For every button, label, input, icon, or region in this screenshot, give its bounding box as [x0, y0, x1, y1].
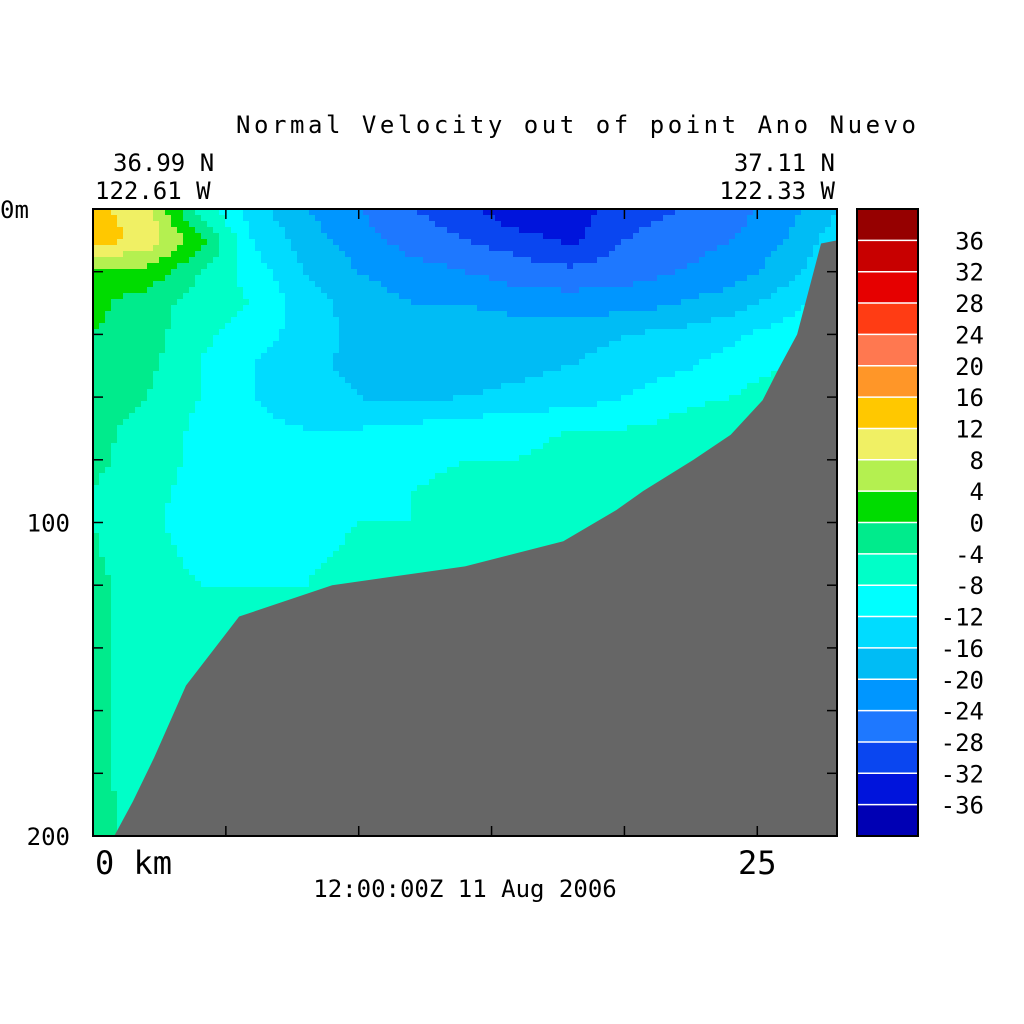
colorbar-label: 0: [970, 510, 984, 538]
y-tick-label: 100: [27, 510, 70, 538]
colorbar-swatch: [857, 616, 918, 649]
colorbar-swatch: [857, 585, 918, 618]
right-lat-label: 37.11 N: [734, 149, 835, 177]
y-tick-label: 200: [27, 823, 70, 851]
colorbar-label: 24: [955, 321, 984, 349]
left-lat-label: 36.99 N: [113, 149, 214, 177]
colorbar-swatch: [857, 710, 918, 743]
colorbar-swatch: [857, 209, 918, 241]
colorbar-swatch: [857, 459, 918, 492]
colorbar-swatch: [857, 491, 918, 523]
colorbar-label: -20: [941, 666, 984, 694]
colorbar-swatch: [857, 240, 918, 273]
axes: 0 km 25 0m 100 200: [0, 196, 837, 882]
colorbar-swatch: [857, 428, 918, 461]
seafloor-mask: [114, 240, 837, 836]
colorbar-label: -32: [941, 760, 984, 788]
colorbar-label: 20: [955, 353, 984, 381]
colorbar: 36 32 28 24 20 16 12 8 4 0 -4 -8 -12 -16 -20 -24 -28 -32 -…: [856, 208, 984, 837]
colorbar-frame: [856, 208, 919, 837]
left-lon-label: 122.61 W: [95, 177, 211, 205]
colorbar-label: 4: [970, 478, 984, 506]
colorbar-swatch: [857, 773, 918, 806]
colorbar-label: 32: [955, 259, 984, 287]
colorbar-label: 28: [955, 290, 984, 318]
colorbar-swatch: [857, 679, 918, 712]
colorbar-label: 16: [955, 384, 984, 412]
colorbar-swatch: [857, 365, 918, 398]
colorbar-swatch: [857, 522, 918, 555]
colorbar-label: -36: [941, 792, 984, 820]
colorbar-label: 12: [955, 415, 984, 443]
x-tick-label: 0 km: [95, 844, 172, 882]
colorbar-label: -4: [955, 541, 984, 569]
chart-title: Normal Velocity out of point Ano Nuevo: [236, 111, 916, 139]
bathymetry: [114, 240, 837, 836]
colorbar-label: -24: [941, 698, 984, 726]
x-tick-label: 25: [738, 844, 777, 882]
colorbar-swatch: [857, 741, 918, 774]
colorbar-label: -12: [941, 604, 984, 632]
colorbar-swatch: [857, 553, 918, 586]
colorbar-swatch: [857, 303, 918, 335]
right-lon-label: 122.33 W: [719, 177, 835, 205]
colorbar-label: -16: [941, 635, 984, 663]
colorbar-label: 8: [970, 447, 984, 475]
colorbar-label: -28: [941, 729, 984, 757]
y-tick-label: 0m: [0, 196, 29, 224]
colorbar-swatch: [857, 334, 918, 367]
colorbar-swatch: [857, 271, 918, 304]
colorbar-swatch: [857, 397, 918, 429]
time-label: 12:00:00Z 11 Aug 2006: [313, 875, 616, 903]
colorbar-swatch: [857, 804, 918, 837]
colorbar-label: -8: [955, 572, 984, 600]
colorbar-swatch: [857, 647, 918, 680]
colorbar-label: 36: [955, 227, 984, 255]
